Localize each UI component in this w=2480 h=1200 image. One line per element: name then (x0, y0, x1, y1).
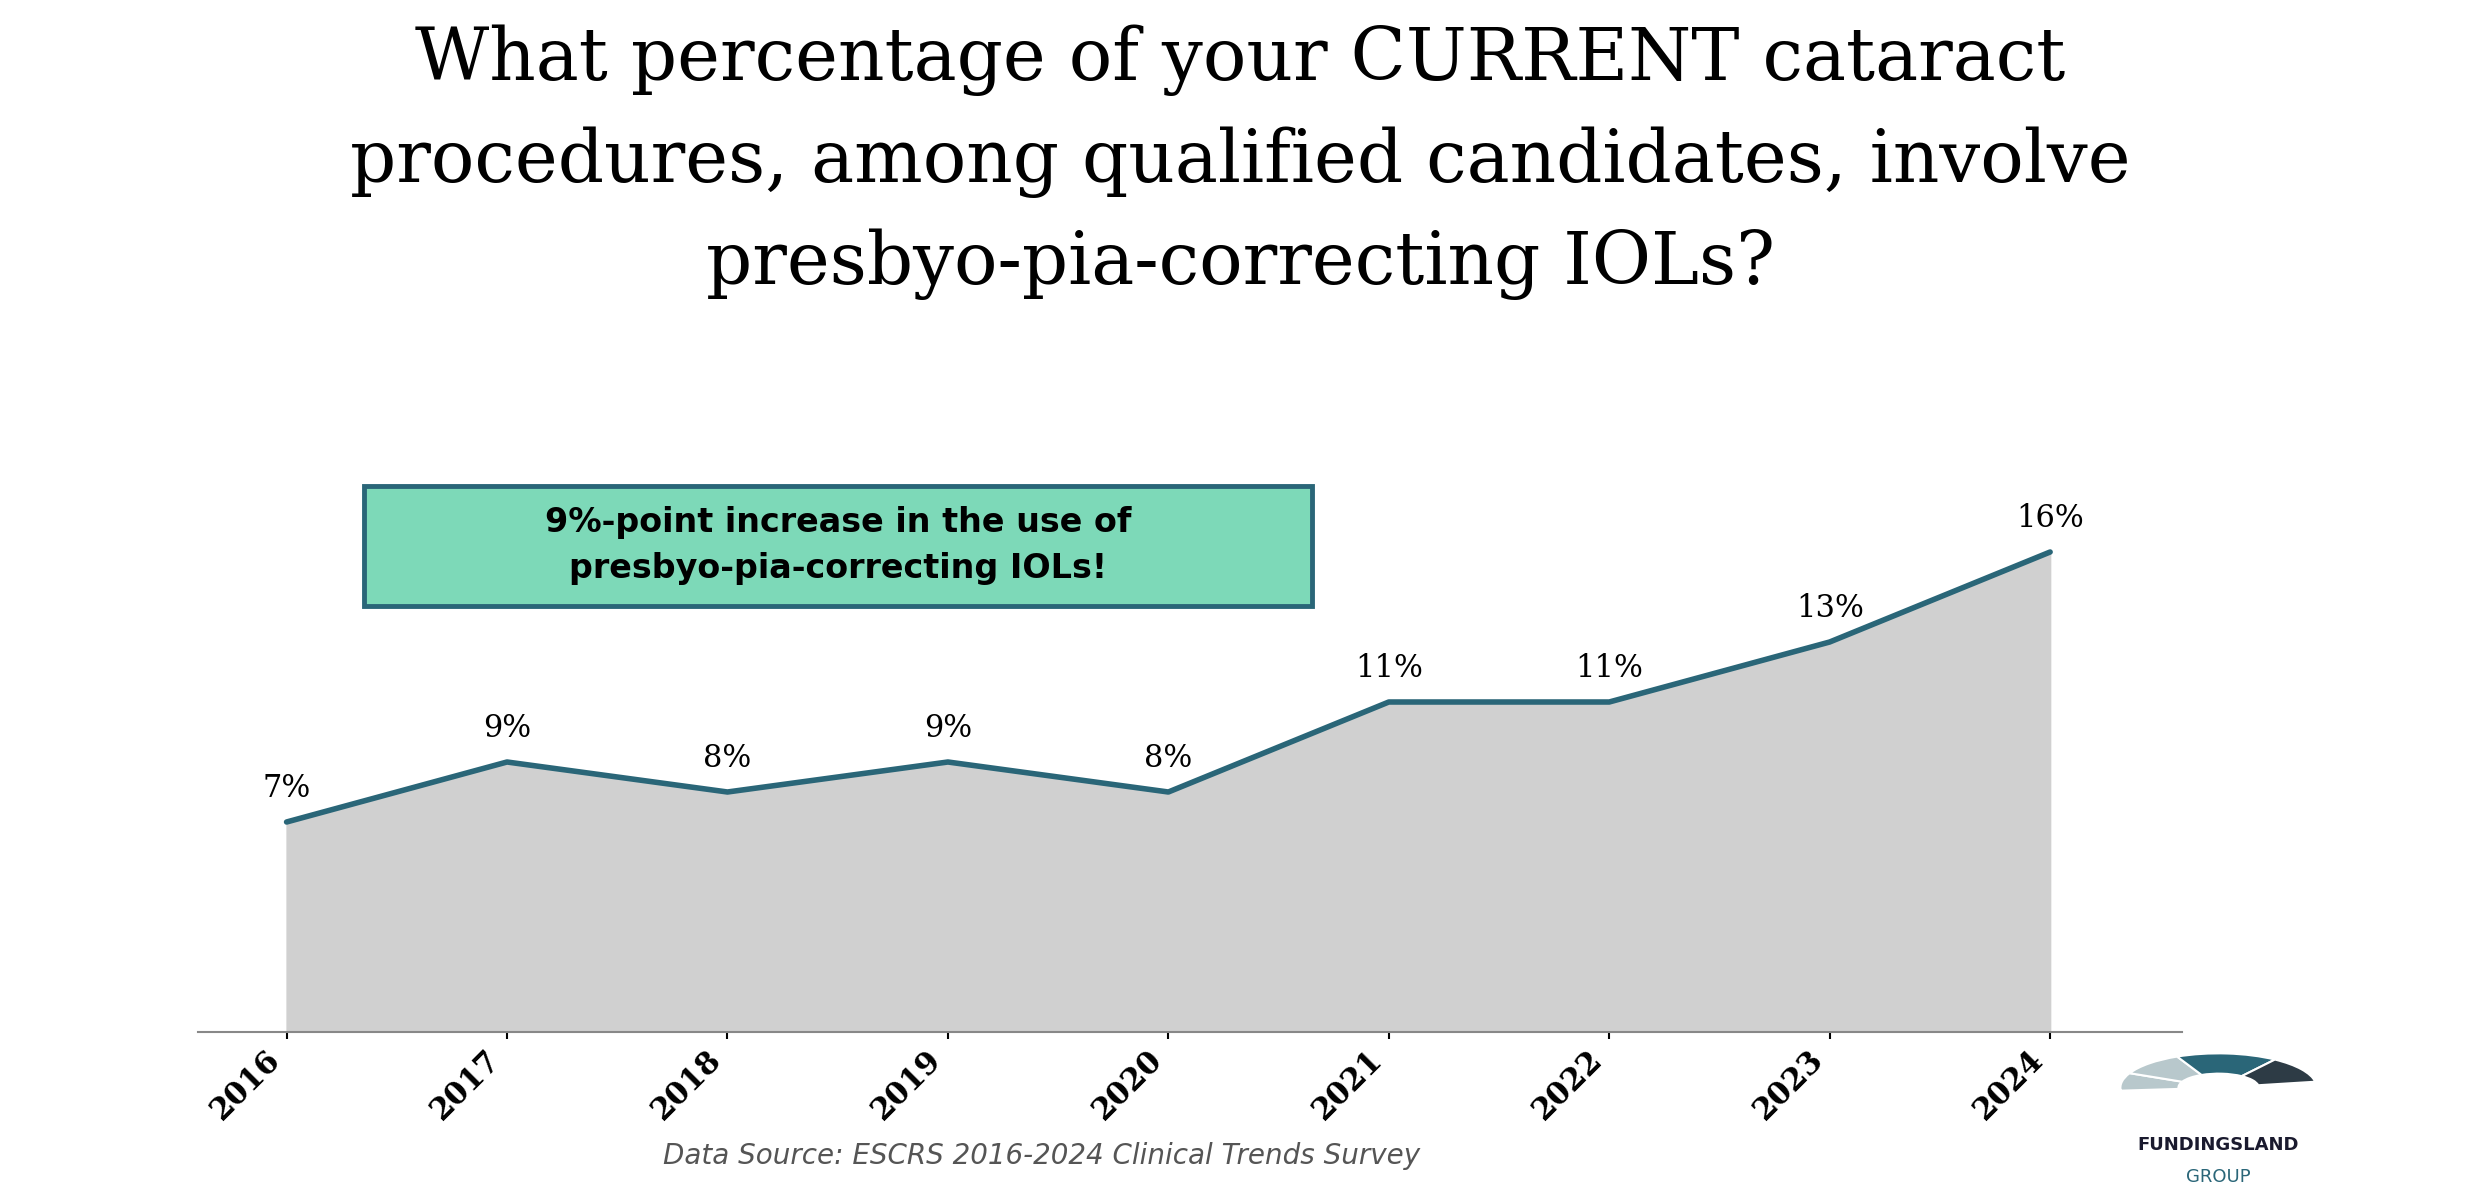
Text: FUNDINGSLAND: FUNDINGSLAND (2138, 1136, 2299, 1154)
Wedge shape (2242, 1060, 2316, 1085)
Wedge shape (2120, 1073, 2182, 1091)
Text: 11%: 11% (1354, 653, 1424, 684)
Text: Data Source: ESCRS 2016-2024 Clinical Trends Survey: Data Source: ESCRS 2016-2024 Clinical Tr… (662, 1142, 1421, 1170)
Wedge shape (2130, 1056, 2202, 1081)
Text: 13%: 13% (1796, 593, 1862, 624)
Text: GROUP: GROUP (2187, 1168, 2252, 1186)
Text: 7%: 7% (263, 773, 310, 804)
Text: 11%: 11% (1575, 653, 1644, 684)
Text: 16%: 16% (2016, 503, 2083, 534)
Text: 9%: 9% (925, 713, 972, 744)
Text: 9%: 9% (484, 713, 531, 744)
FancyBboxPatch shape (365, 486, 1312, 606)
Text: 8%: 8% (704, 743, 751, 774)
Wedge shape (2177, 1054, 2274, 1076)
Text: What percentage of your CURRENT cataract
procedures, among qualified candidates,: What percentage of your CURRENT cataract… (350, 24, 2130, 300)
Text: 8%: 8% (1143, 743, 1193, 774)
Text: 9%-point increase in the use of
presbyo­pia-correcting IOLs!: 9%-point increase in the use of presbyo­… (546, 506, 1131, 586)
